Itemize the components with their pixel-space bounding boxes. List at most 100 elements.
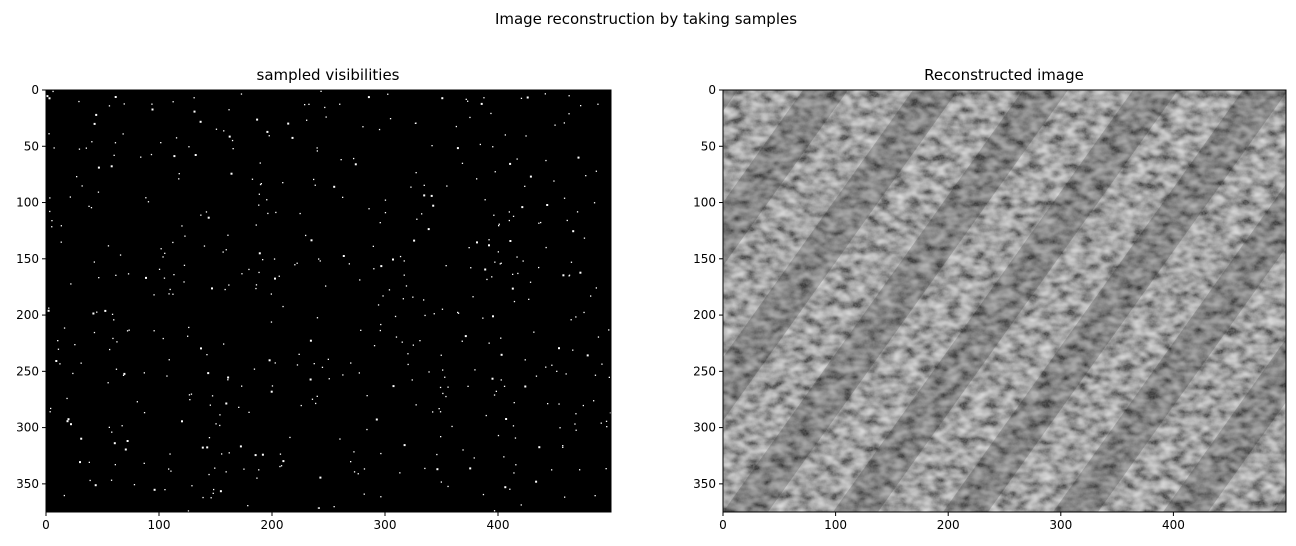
sample-point xyxy=(447,386,449,388)
sample-point xyxy=(511,287,514,290)
x-tick-label: 0 xyxy=(42,518,50,532)
x-tick-label: 400 xyxy=(487,518,510,532)
sample-point xyxy=(576,211,579,213)
diagonal-bands xyxy=(723,90,1286,512)
x-tick-label: 100 xyxy=(824,518,847,532)
sample-point xyxy=(424,467,426,470)
sample-point xyxy=(70,283,72,285)
sample-point xyxy=(609,412,611,414)
sample-point xyxy=(597,336,600,338)
sample-point xyxy=(517,272,519,275)
sample-point xyxy=(255,284,258,286)
sample-point xyxy=(191,485,193,487)
sample-point xyxy=(78,148,81,150)
sample-point xyxy=(254,454,257,457)
sample-point xyxy=(504,134,506,136)
sample-point xyxy=(545,159,547,162)
dark-band xyxy=(723,90,848,266)
sample-point xyxy=(340,159,342,161)
sample-point xyxy=(556,370,558,372)
sample-point xyxy=(601,363,603,365)
sample-point xyxy=(484,268,487,271)
sample-point xyxy=(516,158,518,160)
sample-point xyxy=(304,104,306,106)
sample-point xyxy=(424,314,426,317)
dark-band xyxy=(723,90,738,112)
sample-point xyxy=(47,309,50,312)
axis-ticks: 0 100 200 300 400 0 50 100 150 200 250 300 350 xyxy=(693,83,1185,532)
sample-point xyxy=(482,317,484,319)
sample-point xyxy=(311,398,314,400)
sample-point xyxy=(479,143,481,146)
sample-point xyxy=(436,468,439,471)
sample-point xyxy=(221,453,223,455)
sample-point xyxy=(493,510,496,512)
sample-point xyxy=(585,175,587,177)
sample-point xyxy=(168,293,170,295)
sample-point xyxy=(309,339,312,342)
sample-point xyxy=(113,442,116,445)
sample-point xyxy=(247,505,249,507)
sample-point xyxy=(60,241,62,243)
sample-point xyxy=(255,224,257,226)
sample-point xyxy=(190,393,193,395)
sample-point xyxy=(210,497,212,499)
sample-point xyxy=(319,260,321,262)
sample-point xyxy=(319,476,322,479)
sample-point xyxy=(522,260,524,262)
sample-point xyxy=(316,395,318,397)
sample-point xyxy=(215,423,217,425)
sample-point xyxy=(119,254,122,256)
sample-point xyxy=(158,268,161,270)
sample-point xyxy=(373,345,376,347)
y-tick-label: 100 xyxy=(16,196,39,210)
sample-point xyxy=(268,135,270,137)
sample-point xyxy=(110,479,113,481)
sample-point xyxy=(512,273,514,275)
sample-point xyxy=(407,363,409,366)
sample-point xyxy=(579,271,582,274)
sample-point xyxy=(467,385,469,387)
sample-points xyxy=(46,90,611,512)
sample-point xyxy=(401,341,403,343)
sample-point xyxy=(163,277,166,279)
sample-point xyxy=(219,424,221,427)
sample-point xyxy=(194,154,197,156)
sample-point xyxy=(583,237,586,239)
dark-band xyxy=(1163,338,1286,512)
sample-point xyxy=(253,368,256,370)
sample-point xyxy=(225,249,227,251)
sample-point xyxy=(160,248,162,250)
sample-point xyxy=(575,413,577,415)
sample-point xyxy=(187,335,189,337)
sample-point xyxy=(201,446,204,449)
sample-point xyxy=(262,259,264,261)
sample-point xyxy=(462,449,464,451)
dark-band xyxy=(723,90,958,421)
sample-point xyxy=(533,331,535,333)
sample-point xyxy=(407,353,409,355)
figure-suptitle: Image reconstruction by taking samples xyxy=(495,10,797,28)
sample-point xyxy=(494,261,496,263)
sample-point xyxy=(111,313,114,315)
sample-point xyxy=(363,493,365,495)
sample-point xyxy=(63,327,66,329)
sample-point xyxy=(153,330,155,332)
sample-point xyxy=(59,363,61,365)
sample-point xyxy=(389,118,392,120)
sample-point xyxy=(270,293,272,295)
sample-point xyxy=(488,342,490,344)
sample-point xyxy=(384,199,387,201)
sample-point xyxy=(153,488,156,491)
sample-point xyxy=(440,354,442,356)
sample-point xyxy=(270,321,273,323)
sample-point xyxy=(574,423,576,425)
dark-band xyxy=(1053,184,1286,512)
sample-point xyxy=(228,135,231,138)
sample-point xyxy=(162,337,164,340)
sample-point xyxy=(88,205,90,207)
sample-point xyxy=(430,194,433,197)
sample-point xyxy=(513,300,516,303)
sample-point xyxy=(298,353,300,355)
sample-point xyxy=(93,331,96,334)
